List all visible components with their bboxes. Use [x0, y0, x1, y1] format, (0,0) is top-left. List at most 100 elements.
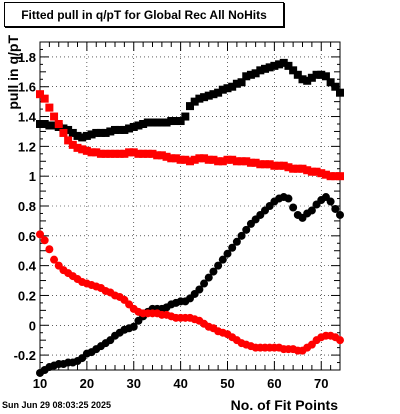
data-point-s1 [171, 154, 180, 163]
data-point-s1 [214, 157, 223, 166]
data-point-s1 [209, 155, 218, 164]
data-point-s1 [186, 157, 194, 166]
x-axis-label: No. of Fit Points [230, 397, 338, 413]
data-point-s0 [204, 91, 213, 100]
datestamp: Sun Jun 29 08:03:25 2025 [2, 400, 112, 410]
data-point-s0 [321, 72, 330, 81]
data-point-s0 [134, 121, 143, 130]
x-tick-label: 20 [80, 376, 94, 391]
x-tick-label: 30 [127, 376, 141, 391]
data-point-s1 [36, 90, 44, 99]
data-point-s1 [270, 161, 279, 170]
data-point-s0 [293, 70, 302, 79]
data-point-s0 [284, 61, 293, 70]
data-point-s1 [50, 112, 59, 121]
data-point-s0 [242, 72, 251, 81]
data-point-s0 [36, 120, 44, 128]
data-point-s0 [45, 121, 54, 130]
data-point-s2 [237, 231, 246, 240]
data-point-s0 [237, 78, 246, 87]
data-point-s0 [78, 133, 87, 142]
data-point-s1 [73, 143, 82, 152]
data-point-s1 [129, 148, 138, 157]
x-tick-label: 40 [173, 376, 187, 391]
data-point-s0 [331, 82, 340, 91]
data-point-s1 [331, 172, 340, 181]
data-point-s1 [312, 167, 321, 176]
data-point-s1 [204, 155, 213, 164]
data-point-s1 [200, 154, 209, 163]
data-point-s0 [111, 125, 119, 134]
data-point-s0 [68, 128, 77, 137]
data-point-s0 [59, 124, 68, 133]
data-point-s0 [232, 79, 241, 88]
data-point-s1 [101, 149, 110, 158]
data-point-s0 [336, 88, 344, 97]
data-point-s2 [223, 249, 232, 258]
y-tick-label: 0.6 [18, 229, 36, 244]
data-point-s1 [111, 149, 119, 158]
data-point-s0 [40, 120, 49, 128]
data-point-s1 [82, 146, 91, 155]
data-point-s0 [106, 127, 115, 136]
data-point-s0 [82, 131, 91, 140]
data-point-s0 [92, 128, 101, 137]
data-point-s0 [223, 84, 232, 93]
data-point-s0 [270, 61, 279, 70]
x-tick-label: 70 [314, 376, 328, 391]
data-point-s0 [214, 88, 223, 97]
data-point-s0 [307, 73, 316, 82]
y-tick-label: 0.4 [18, 259, 37, 274]
data-point-s1 [307, 167, 316, 176]
data-point-s1 [251, 158, 260, 167]
data-point-s1 [275, 161, 284, 170]
data-point-s1 [162, 152, 171, 161]
data-point-s1 [218, 157, 227, 166]
data-point-s0 [101, 128, 110, 137]
data-point-s1 [303, 166, 312, 175]
data-point-s2 [336, 210, 344, 219]
y-tick-label: 1.6 [18, 80, 36, 95]
data-point-s2 [195, 285, 204, 294]
data-point-s1 [256, 160, 265, 169]
data-point-s0 [176, 117, 185, 126]
data-point-s0 [275, 60, 284, 69]
data-point-s1 [143, 149, 152, 158]
data-point-s0 [195, 94, 204, 103]
x-tick-label: 10 [33, 376, 47, 391]
data-point-s2 [289, 203, 298, 212]
y-tick-label: 1.2 [18, 139, 36, 154]
y-tick-label: 0.2 [18, 288, 36, 303]
data-point-s0 [181, 112, 190, 121]
x-tick-label: 60 [267, 376, 281, 391]
data-point-s1 [176, 155, 185, 164]
data-point-s2 [284, 194, 293, 203]
data-point-s1 [68, 140, 77, 149]
data-point-s0 [96, 128, 105, 137]
data-point-s0 [228, 82, 237, 91]
data-point-s1 [293, 164, 302, 173]
data-point-s3 [50, 255, 59, 264]
data-point-s1 [279, 161, 288, 170]
y-tick-label: -0.2 [14, 348, 36, 363]
data-point-s2 [209, 267, 218, 276]
data-point-s0 [298, 75, 307, 84]
y-tick-label: 0 [29, 318, 36, 333]
data-point-s2 [228, 243, 237, 252]
data-point-s0 [64, 125, 73, 134]
data-point-s1 [265, 160, 274, 169]
data-point-s0 [186, 102, 194, 111]
data-point-s1 [246, 158, 255, 167]
data-point-s1 [78, 145, 87, 154]
data-point-s1 [298, 164, 307, 173]
data-point-s3 [336, 336, 344, 345]
data-point-s0 [312, 70, 321, 79]
data-point-s0 [261, 64, 269, 73]
data-point-s0 [200, 93, 209, 102]
data-point-s1 [148, 149, 157, 158]
data-point-s1 [336, 172, 344, 181]
y-tick-label: 0.8 [18, 199, 36, 214]
data-point-s1 [115, 149, 124, 158]
data-point-s1 [289, 164, 298, 173]
